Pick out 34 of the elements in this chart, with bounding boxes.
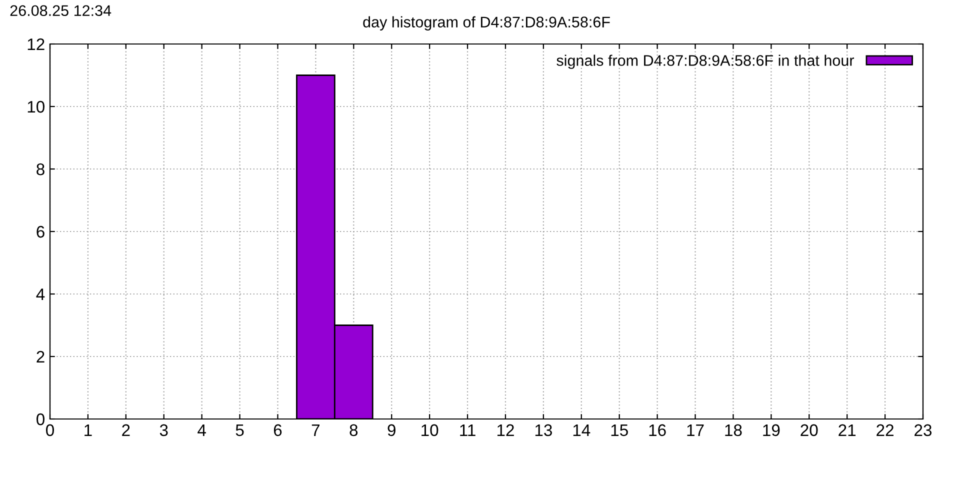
x-tick-label: 13 <box>535 424 552 436</box>
y-tick-label: 12 <box>28 38 44 50</box>
x-tick-label: 3 <box>160 424 168 436</box>
x-tick-label: 17 <box>687 424 704 436</box>
y-tick-label: 2 <box>36 350 44 363</box>
x-tick-label: 23 <box>914 424 932 436</box>
x-tick-label: 10 <box>422 424 438 436</box>
chart-title: day histogram of D4:87:D8:9A:58:6F <box>363 16 610 31</box>
y-tick-label: 6 <box>36 226 44 238</box>
y-tick-label: 8 <box>36 163 44 176</box>
x-tick-label: 14 <box>573 424 590 436</box>
text: 26.08.25 12:34 <box>10 5 112 16</box>
x-tick-label: 21 <box>838 424 856 436</box>
x-tick-label: 20 <box>800 424 818 436</box>
x-tick-label: 4 <box>198 424 206 436</box>
x-tick-label: 22 <box>876 424 894 436</box>
legend-label: signals from D4:87:D8:9A:58:6F in that hour <box>556 54 854 69</box>
x-tick-label: 7 <box>312 424 320 436</box>
x-tick-label: 0 <box>46 424 54 436</box>
x-tick-label: 18 <box>725 424 742 436</box>
x-tick-label: 5 <box>236 424 244 436</box>
x-tick-label: 19 <box>763 424 780 436</box>
y-tick-label: 4 <box>36 288 45 300</box>
x-tick-label: 15 <box>611 424 628 436</box>
x-tick-label: 1 <box>84 424 92 436</box>
x-tick-label: 6 <box>274 424 282 436</box>
x-tick-label: 9 <box>388 424 396 436</box>
x-tick-label: 11 <box>460 424 476 436</box>
x-tick-label: 16 <box>649 424 666 436</box>
x-tick-label: 8 <box>350 424 358 436</box>
x-tick-label: 12 <box>497 424 514 436</box>
x-tick-label: 2 <box>122 424 130 436</box>
y-tick-label: 10 <box>28 100 44 113</box>
y-tick-label: 0 <box>36 413 44 426</box>
